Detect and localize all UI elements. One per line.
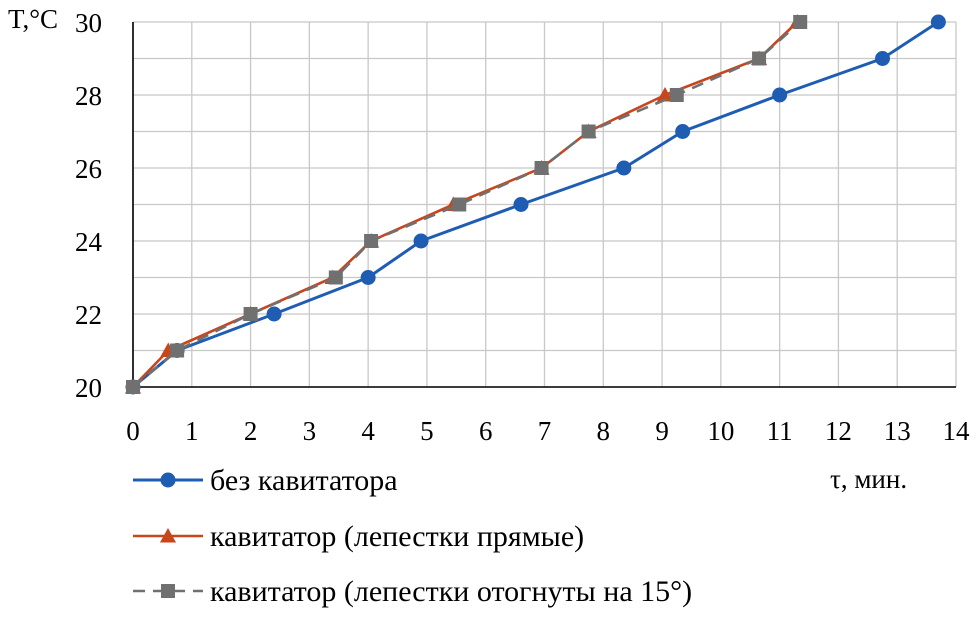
x-tick-label: 8 [597, 416, 611, 446]
data-point-square [161, 584, 175, 598]
legend-label: кавитатор (лепестки прямые) [210, 520, 584, 553]
x-tick-label: 7 [538, 416, 552, 446]
data-point-square [170, 343, 185, 358]
x-tick-label: 0 [126, 416, 140, 446]
x-tick-label: 9 [655, 416, 669, 446]
data-point-circle [675, 124, 691, 139]
legend-item-1: без кавитатора [133, 464, 398, 497]
data-point-square [126, 380, 140, 394]
y-axis-title: T,°C [8, 4, 58, 34]
x-tick-label: 2 [244, 416, 258, 446]
data-point-square [452, 197, 467, 212]
legend-item-3: кавитатор (лепестки отогнуты на 15°) [133, 575, 692, 608]
x-tick-label: 1 [185, 416, 199, 446]
data-point-square [752, 51, 767, 66]
data-point-circle [513, 197, 529, 212]
x-axis-title: τ, мин. [830, 464, 907, 494]
data-point-square [793, 15, 808, 29]
data-point-circle [930, 14, 946, 30]
data-point-circle [360, 270, 376, 285]
y-tick-label: 20 [75, 373, 102, 403]
x-tick-label: 4 [361, 416, 375, 446]
grid [132, 21, 957, 388]
data-point-square [243, 307, 258, 321]
data-point-square [669, 88, 684, 102]
data-point-circle [772, 87, 788, 103]
y-tick-label: 24 [75, 227, 103, 257]
data-point-circle [160, 472, 176, 488]
x-tick-label: 11 [767, 416, 793, 446]
data-point-square [534, 161, 549, 175]
x-tick-label: 13 [884, 416, 911, 446]
x-tick-label: 14 [943, 416, 971, 446]
series-layer [124, 13, 946, 395]
series-line [132, 21, 802, 389]
x-tick-label: 5 [420, 416, 434, 446]
y-tick-label: 26 [75, 154, 102, 184]
data-point-circle [875, 51, 891, 66]
x-tick-label: 12 [825, 416, 852, 446]
data-point-square [581, 124, 596, 139]
legend-item-2: кавитатор (лепестки прямые) [133, 520, 584, 553]
y-tick-label: 28 [75, 81, 102, 111]
y-tick-label: 30 [75, 8, 102, 38]
legend-label: без кавитатора [210, 464, 398, 497]
data-point-triangle [159, 527, 177, 543]
series-3 [126, 15, 808, 394]
data-point-square [364, 234, 379, 248]
x-tick-label: 10 [707, 416, 734, 446]
data-point-square [328, 270, 343, 285]
data-point-triangle [656, 86, 674, 102]
data-point-circle [413, 233, 429, 249]
legend-label: кавитатор (лепестки отогнуты на 15°) [210, 575, 692, 608]
legend: без кавитатора кавитатор (лепестки прямые… [133, 464, 692, 608]
data-point-circle [266, 306, 282, 322]
x-tick-label: 3 [303, 416, 317, 446]
y-tick-label: 22 [75, 300, 102, 330]
x-tick-label: 6 [479, 416, 493, 446]
data-point-circle [616, 160, 632, 176]
